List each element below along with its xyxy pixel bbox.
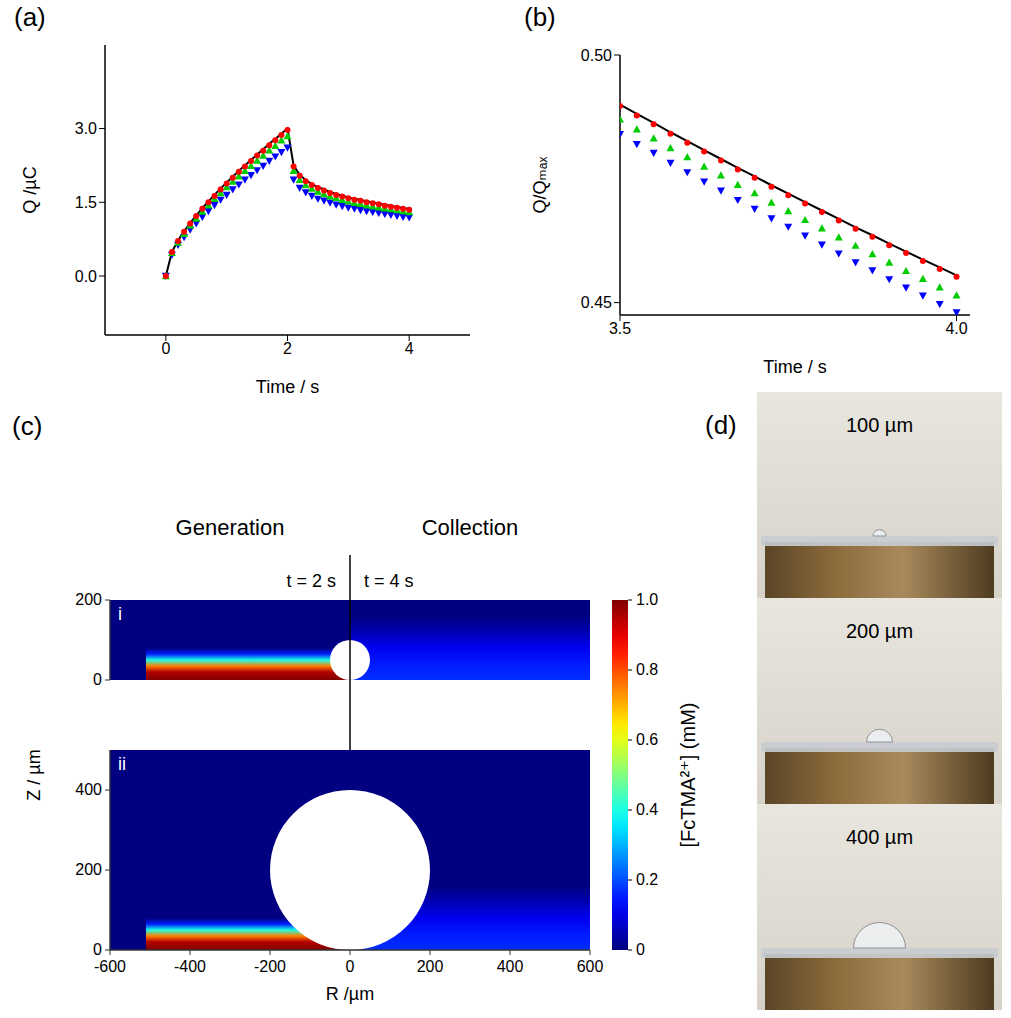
svg-text:-400: -400 [174, 958, 206, 975]
svg-text:400: 400 [75, 781, 102, 798]
svg-text:-600: -600 [94, 958, 126, 975]
svg-text:(c): (c) [12, 411, 42, 441]
svg-text:400: 400 [497, 958, 524, 975]
html-text:(d): (d) [705, 410, 737, 440]
svg-text:0: 0 [93, 941, 102, 958]
svg-text:3.5: 3.5 [609, 320, 631, 337]
svg-text:t = 4 s: t = 4 s [364, 571, 414, 591]
svg-text:400 µm: 400 µm [846, 826, 913, 848]
svg-text:4: 4 [405, 340, 414, 357]
svg-text:0.50: 0.50 [581, 47, 612, 64]
svg-text:200: 200 [75, 861, 102, 878]
svg-text:Generation: Generation [176, 515, 285, 540]
html-text:(a): (a) [14, 2, 46, 32]
svg-text:t = 2 s: t = 2 s [286, 571, 336, 591]
svg-text:600: 600 [577, 958, 604, 975]
html-text:Time / s: Time / s [763, 357, 827, 377]
svg-text:1.0: 1.0 [636, 591, 658, 608]
svg-text:0.0: 0.0 [75, 268, 97, 285]
svg-text:100 µm: 100 µm [846, 414, 913, 436]
html-text:(b): (b) [524, 2, 556, 32]
svg-text:Z / µm: Z / µm [24, 749, 44, 800]
svg-text:0: 0 [161, 340, 170, 357]
svg-text:0.8: 0.8 [636, 661, 658, 678]
svg-text:i: i [118, 604, 122, 624]
svg-text:[FcTMA²⁺] (mM): [FcTMA²⁺] (mM) [677, 703, 699, 848]
html-text:Q /µC: Q /µC [19, 166, 40, 214]
svg-text:2: 2 [283, 340, 292, 357]
svg-text:0: 0 [636, 941, 645, 958]
svg-text:0: 0 [93, 671, 102, 688]
svg-text:200 µm: 200 µm [846, 620, 913, 642]
html-text:Q/Qₘₐₓ: Q/Qₘₐₓ [530, 156, 550, 214]
svg-text:0.4: 0.4 [636, 801, 658, 818]
svg-text:ii: ii [118, 754, 126, 774]
svg-text:1.5: 1.5 [75, 194, 97, 211]
svg-text:-200: -200 [254, 958, 286, 975]
svg-text:Collection: Collection [422, 515, 519, 540]
svg-text:0.45: 0.45 [581, 294, 612, 311]
svg-text:4.0: 4.0 [945, 320, 967, 337]
svg-text:0.2: 0.2 [636, 871, 658, 888]
svg-text:0: 0 [346, 958, 355, 975]
svg-text:0.6: 0.6 [636, 731, 658, 748]
svg-text:3.0: 3.0 [75, 120, 97, 137]
svg-text:200: 200 [417, 958, 444, 975]
html-text:Time / s: Time / s [255, 377, 320, 397]
svg-text:R /µm: R /µm [326, 984, 374, 1004]
svg-text:200: 200 [75, 591, 102, 608]
